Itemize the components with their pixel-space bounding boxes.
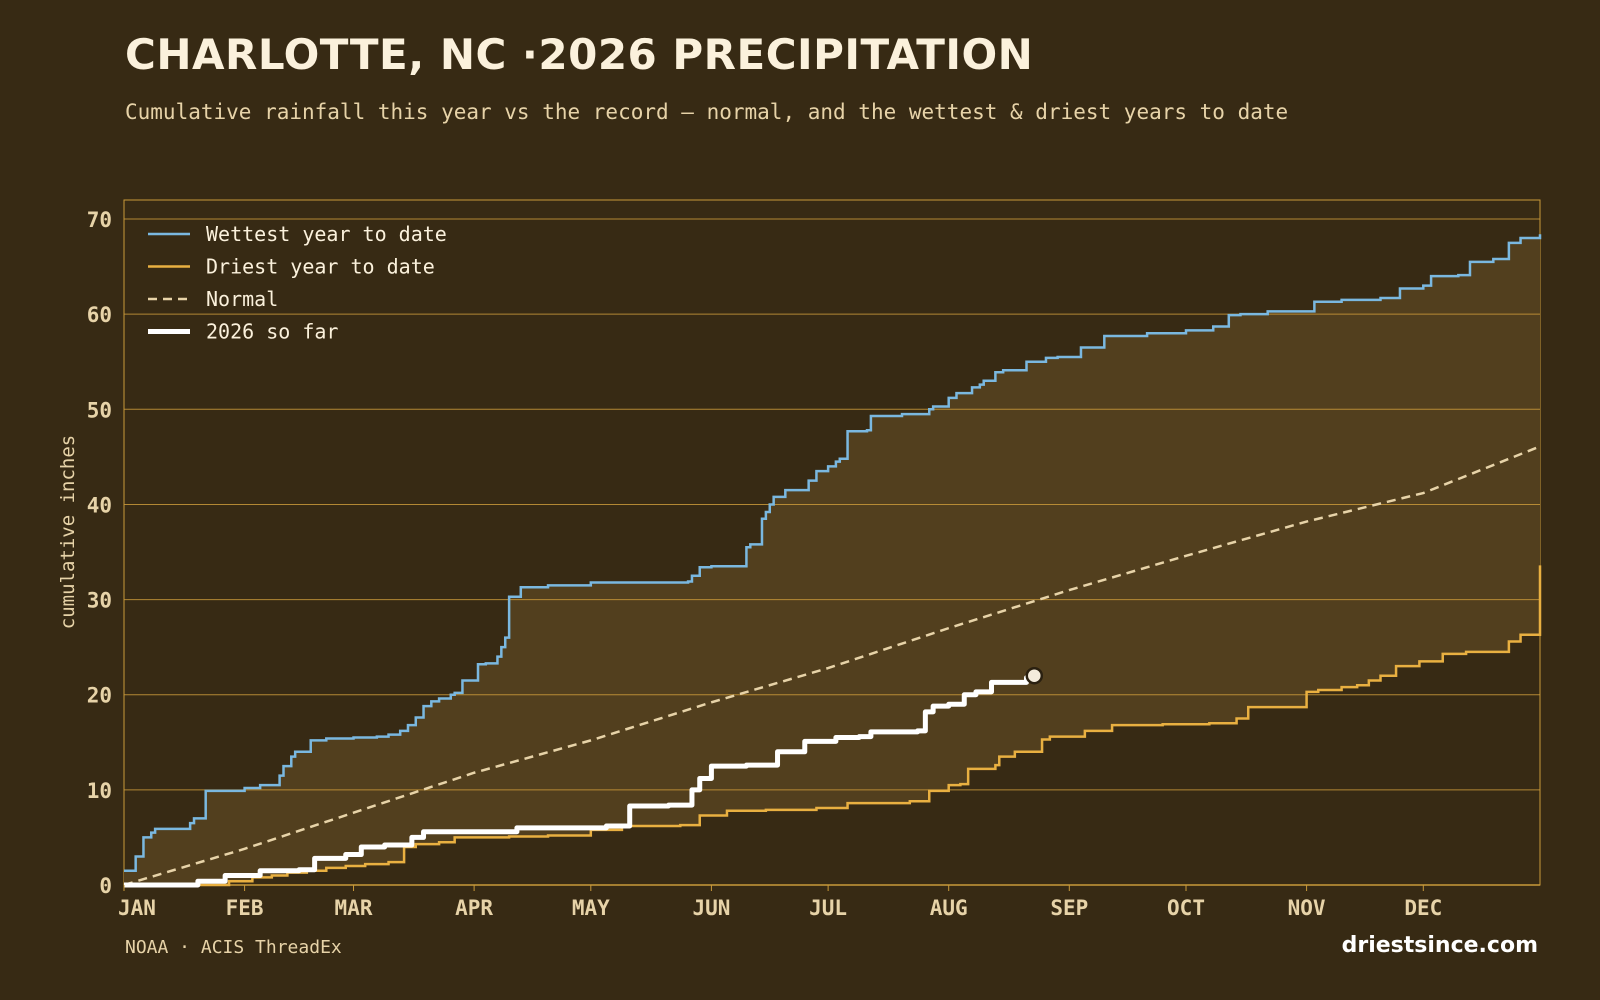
source-note: NOAA · ACIS ThreadEx <box>125 937 342 958</box>
brand-link[interactable]: driestsince.com <box>1341 933 1538 958</box>
x-tick-label: JUL <box>809 896 847 920</box>
x-tick-label: AUG <box>930 896 968 920</box>
x-tick-label: JUN <box>692 896 730 920</box>
series-line-normal <box>123 445 1541 887</box>
page-subtitle: Cumulative rainfall this year vs the rec… <box>125 100 1289 124</box>
page-title: CHARLOTTE, NC ·2026 PRECIPITATION <box>125 30 1034 79</box>
record-range-band <box>124 234 1540 885</box>
y-tick-label: 30 <box>87 589 112 613</box>
y-tick-label: 20 <box>87 684 112 708</box>
series-line-driest <box>124 565 1542 887</box>
y-tick-label: 40 <box>87 493 112 517</box>
current-end-marker <box>1025 666 1044 685</box>
legend-label: Wettest year to date <box>206 222 447 246</box>
x-tick-label: NOV <box>1288 896 1326 920</box>
x-tick-label: SEP <box>1050 896 1088 920</box>
y-tick-label: 0 <box>99 874 112 898</box>
x-tick-label: MAR <box>335 896 373 920</box>
series-line-current <box>124 675 1037 888</box>
y-tick-label: 70 <box>87 208 112 232</box>
x-tick-label: JAN <box>118 896 156 920</box>
x-tick-label: DEC <box>1404 896 1442 920</box>
series-line-wettest <box>124 234 1542 872</box>
y-axis-label: cumulative inches <box>57 435 79 629</box>
y-tick-label: 10 <box>87 779 112 803</box>
x-tick-label: APR <box>455 896 493 920</box>
legend-label: Normal <box>206 287 278 311</box>
y-tick-label: 60 <box>87 303 112 327</box>
legend-label: 2026 so far <box>206 320 338 344</box>
y-tick-label: 50 <box>87 398 112 422</box>
x-tick-label: FEB <box>226 896 264 920</box>
x-tick-label: OCT <box>1167 896 1205 920</box>
x-tick-label: MAY <box>572 896 610 920</box>
legend-label: Driest year to date <box>206 255 435 279</box>
